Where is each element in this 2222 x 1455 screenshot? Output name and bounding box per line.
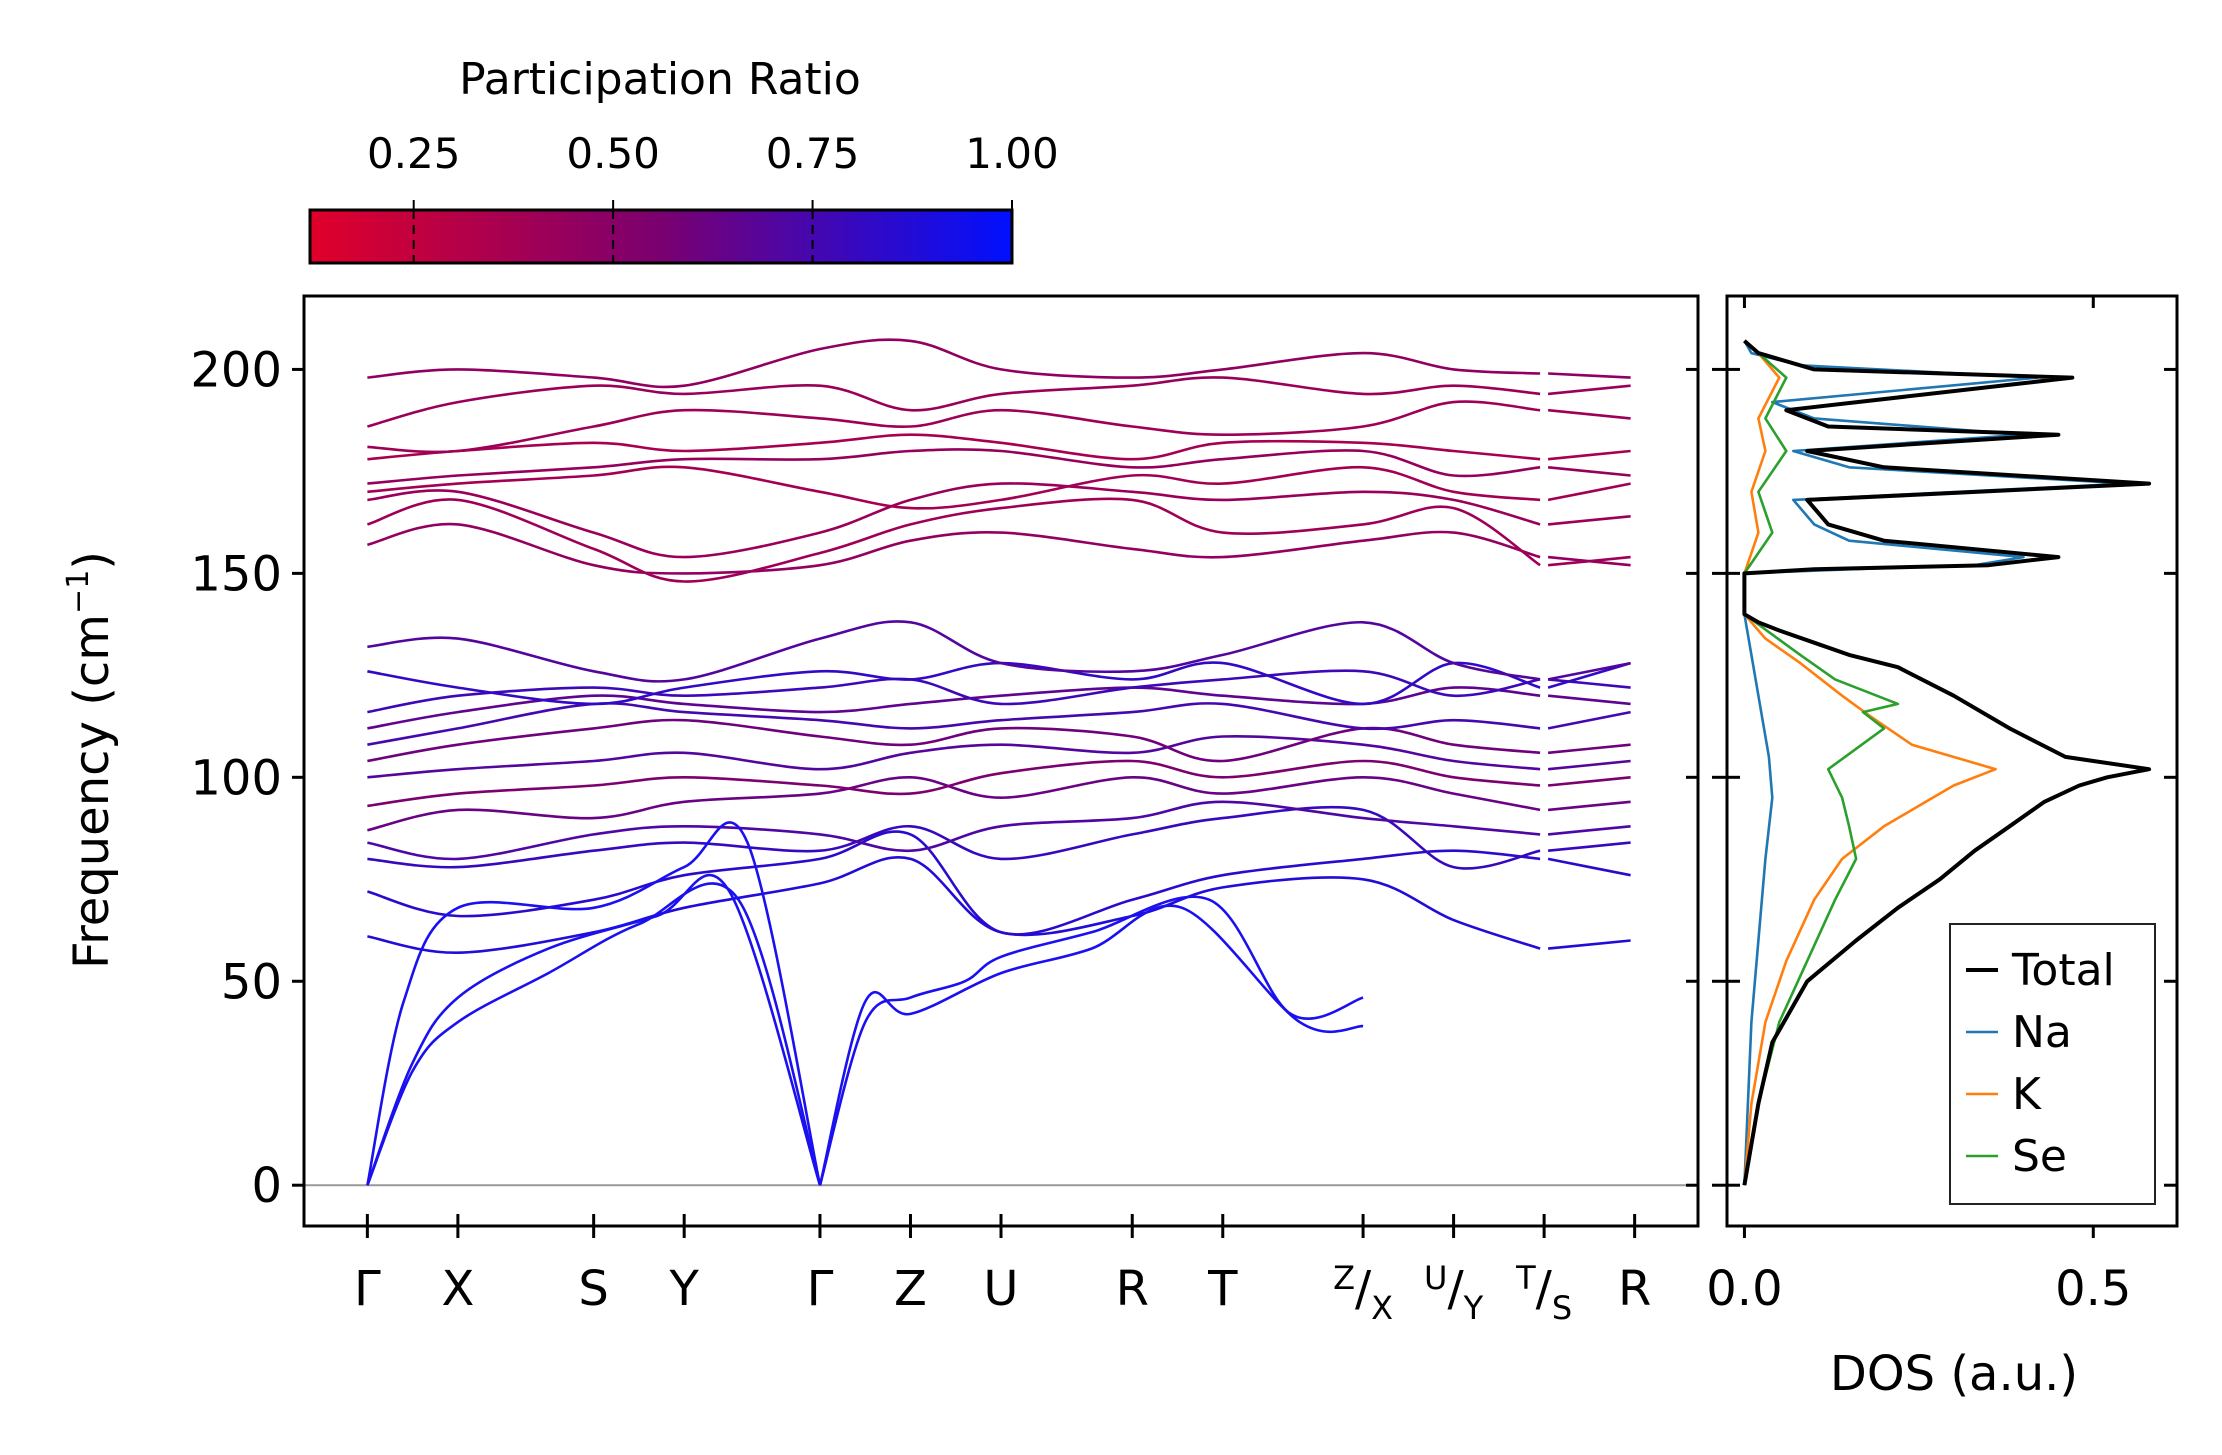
acoustic-branch <box>366 882 822 1186</box>
optical-branch <box>1547 482 1631 502</box>
optical-branch <box>1547 694 1631 706</box>
kpoint-label: U/Y <box>1424 1259 1484 1327</box>
kpoint-label: T <box>1207 1261 1238 1317</box>
kpoint-label: Z <box>894 1261 927 1317</box>
dispersion-axes: 0 50 100 150 200 Γ X S Y Γ Z U R T Z/X U/Y T/S R <box>190 342 2177 1327</box>
acoustic-branch <box>818 904 1364 1186</box>
optical-branch <box>1547 466 1631 477</box>
kpoint-label: T/S <box>1515 1259 1572 1327</box>
dos-axes: 0.0 0.5 <box>1706 296 2131 1317</box>
y-axis-label: Frequency (cm−1) <box>61 551 120 969</box>
optical-branch <box>1547 800 1631 812</box>
optical-branch <box>1547 857 1631 877</box>
optical-branch <box>367 775 1541 832</box>
optical-branch <box>1547 449 1631 461</box>
kpoint-label: R <box>1116 1261 1149 1317</box>
kpoint-label: Γ <box>354 1261 381 1317</box>
colorbar-ticks: 0.25 0.50 0.75 1.00 <box>367 129 1059 263</box>
optical-branch <box>1547 776 1631 787</box>
dos-frame <box>1725 294 2179 1228</box>
dos-x-tick-label: 0.5 <box>2055 1261 2131 1317</box>
dos-series-se <box>1743 339 1900 1186</box>
legend-label-total: Total <box>2011 945 2115 996</box>
optical-branch <box>367 805 1541 870</box>
dos-panel: 0.0 0.5 DOS (a.u.) Total Na K Se <box>1706 294 2179 1402</box>
legend-label-k: K <box>2012 1069 2042 1120</box>
optical-branch <box>367 800 1541 861</box>
dispersion-frame <box>302 294 1700 1228</box>
kpoint-label: Z/X <box>1333 1259 1393 1327</box>
optical-branch <box>367 400 1541 454</box>
colorbar-tick-label: 0.25 <box>367 129 461 178</box>
dispersion-panel: 0 50 100 150 200 Γ X S Y Γ Z U R T Z/X U/Y T/S R Frequenc… <box>61 294 2177 1327</box>
optical-branch <box>367 856 1541 955</box>
optical-branch <box>367 669 1541 714</box>
colorbar: Participation Ratio 0.25 0.50 0.75 1.00 <box>308 54 1059 265</box>
optical-branch <box>367 661 1541 706</box>
kpoint-label: R <box>1618 1261 1651 1317</box>
optical-branch <box>367 448 1541 485</box>
optical-branch <box>1547 939 1631 950</box>
optical-branch <box>1547 825 1631 836</box>
y-tick-label: 50 <box>221 954 282 1010</box>
legend: Total Na K Se <box>1949 923 2156 1205</box>
acoustic-branch <box>818 895 1364 1186</box>
legend-label-na: Na <box>2012 1007 2072 1058</box>
optical-branch <box>367 735 1541 779</box>
y-tick-label: 200 <box>190 342 282 398</box>
optical-branch <box>1547 678 1631 689</box>
kpoint-label: Γ <box>807 1261 834 1317</box>
optical-branch <box>367 522 1541 575</box>
colorbar-gradient <box>308 208 1014 265</box>
optical-branch <box>1547 555 1631 567</box>
optical-branch <box>1547 759 1631 771</box>
dos-series-na <box>1743 340 2130 1186</box>
colorbar-tick-label: 0.50 <box>566 129 660 178</box>
dispersion-plot-area <box>304 338 1698 1187</box>
optical-branch <box>1547 661 1631 681</box>
optical-branch <box>367 465 1541 510</box>
optical-branch <box>367 376 1541 428</box>
optical-branch <box>1547 710 1631 730</box>
optical-branch <box>367 702 1541 746</box>
acoustic-branch <box>366 873 822 1186</box>
optical-branch <box>367 482 1541 559</box>
colorbar-tick-label: 0.75 <box>766 129 860 178</box>
optical-branch <box>367 759 1541 808</box>
dos-series-k <box>1743 339 1997 1186</box>
kpoint-label: S <box>578 1261 608 1317</box>
dos-plot-area <box>1742 339 2152 1186</box>
y-tick-label: 100 <box>190 750 282 806</box>
dos-series-total <box>1742 339 2152 1186</box>
kpoint-label: U <box>983 1261 1018 1317</box>
optical-branch <box>367 433 1541 461</box>
optical-branch <box>367 497 1541 583</box>
kpoint-label: X <box>441 1261 474 1317</box>
optical-branch <box>1547 743 1631 755</box>
kpoint-label: Y <box>669 1261 700 1317</box>
optical-branch <box>1547 408 1631 420</box>
optical-branch <box>367 338 1541 389</box>
colorbar-title: Participation Ratio <box>459 54 861 105</box>
optical-branch <box>367 830 1541 936</box>
optical-branch <box>1548 372 1631 379</box>
y-tick-label: 0 <box>251 1158 282 1214</box>
optical-branch <box>1547 515 1631 526</box>
dos-x-tick-label: 0.0 <box>1706 1261 1782 1317</box>
y-tick-label: 150 <box>190 546 282 602</box>
optical-branch <box>1547 384 1631 396</box>
colorbar-tick-label: 1.00 <box>965 129 1059 178</box>
optical-branch <box>1547 841 1631 852</box>
acoustic-branch <box>366 821 822 1186</box>
optical-branch <box>367 620 1541 683</box>
dos-x-axis-label: DOS (a.u.) <box>1830 1346 2078 1402</box>
legend-label-se: Se <box>2012 1131 2067 1182</box>
